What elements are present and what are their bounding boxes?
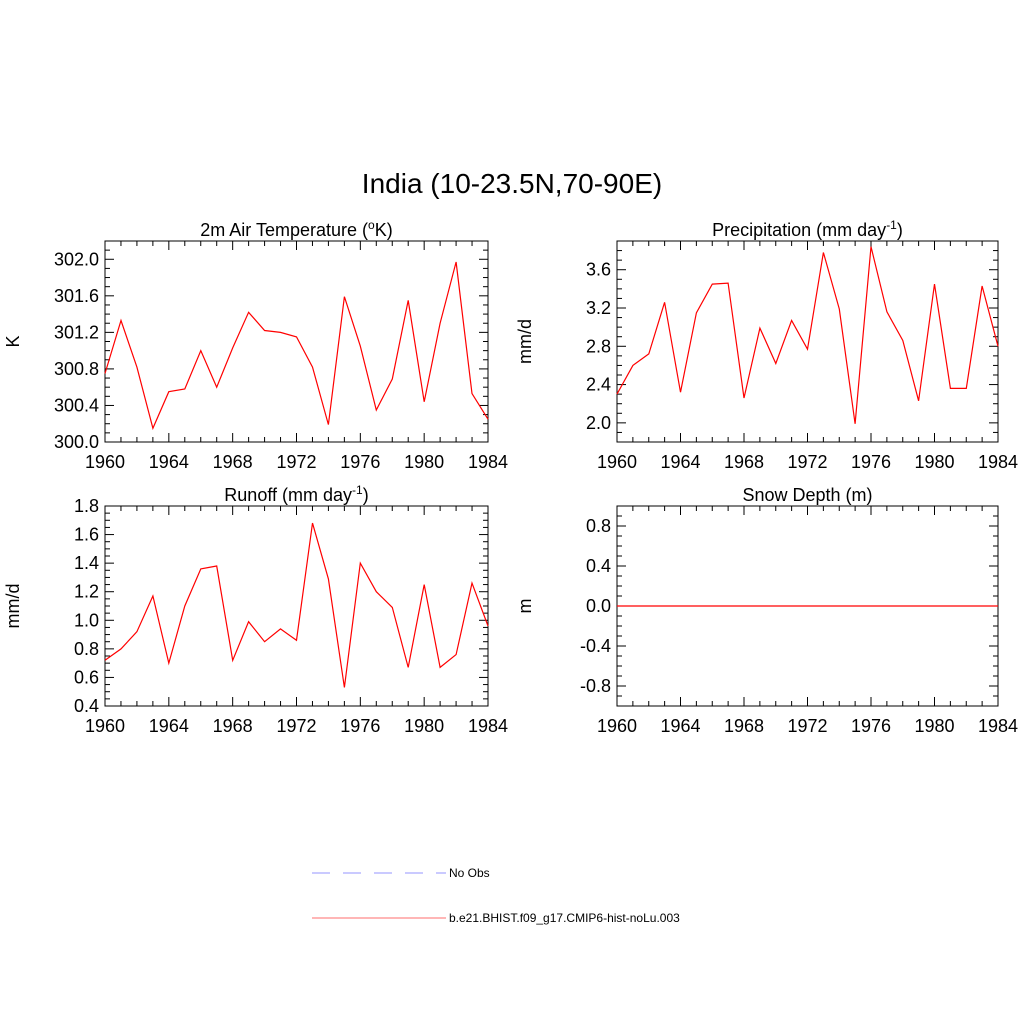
x-tick-label: 1984 [978,716,1018,736]
panel-title-superscript: -1 [352,483,363,497]
panel-title-superscript: o [368,218,375,232]
x-tick-label: 1964 [660,452,700,472]
chart-panel-2: Precipitation (mm day-1) mm/d 1960 1964 1968… [515,218,1018,472]
y-tick-label: 300.4 [54,395,99,415]
panel-title: Snow Depth (m) [742,485,872,505]
x-tick-label: 1960 [597,716,637,736]
x-tick-label: 1976 [340,452,380,472]
panel-title-superscript: -1 [886,218,897,232]
x-tick-label: 1984 [468,452,508,472]
panel-title: Runoff (mm day-1) [224,483,368,505]
legend-label: b.e21.BHIST.f09_g17.CMIP6-hist-noLu.003 [449,911,680,925]
x-tick-label: 1960 [85,452,125,472]
plot-frame [616,240,999,443]
x-tick-label: 1984 [978,452,1018,472]
panel-title-part: ) [363,485,369,505]
y-tick-label: -0.8 [580,676,611,696]
y-tick-label: 300.8 [54,359,99,379]
panel-title-part: ) [897,220,903,240]
panel-title-part: K) [375,220,393,240]
x-tick-label: 1968 [213,452,253,472]
x-tick-label: 1976 [851,452,891,472]
legend-label: No Obs [449,866,490,880]
y-tick-label: 300.0 [54,432,99,452]
y-tick-label: 2.8 [586,336,611,356]
series-line [616,246,999,424]
y-tick-label: 0.8 [586,516,611,536]
panel-title-part: 2m Air Temperature ( [200,220,368,240]
y-tick-label: 1.6 [74,525,99,545]
series-line [104,522,489,688]
plot-frame [104,240,489,443]
y-axis-label: mm/d [3,584,23,629]
x-tick-label: 1972 [787,716,827,736]
main-title: India (10-23.5N,70-90E) [361,168,663,199]
x-tick-label: 1972 [787,452,827,472]
x-tick-label: 1980 [404,716,444,736]
y-tick-label: 2.4 [586,375,611,395]
y-tick-label: 1.4 [74,553,99,573]
panel-title-part: Snow Depth (m) [742,485,872,505]
y-tick-label: 0.4 [74,696,99,716]
chart-panel-1: 2m Air Temperature (oK) K 1960 1964 1968 1972… [3,218,508,472]
x-tick-label: 1984 [468,716,508,736]
panel-title: Precipitation (mm day-1) [712,218,903,240]
x-tick-label: 1972 [276,452,316,472]
y-tick-label: 1.2 [74,582,99,602]
y-tick-label: 302.0 [54,249,99,269]
x-tick-label: 1968 [724,716,764,736]
y-tick-label: 301.6 [54,286,99,306]
y-tick-label: 0.6 [74,667,99,687]
series-line [104,261,489,431]
y-tick-label: 301.2 [54,322,99,342]
y-axis-label: mm/d [515,319,535,364]
x-tick-label: 1964 [660,716,700,736]
y-axis-label: m [515,599,535,614]
x-tick-label: 1960 [85,716,125,736]
x-tick-label: 1964 [149,452,189,472]
plot-frame [104,505,489,707]
y-tick-label: 0.0 [586,596,611,616]
y-tick-label: 3.2 [586,298,611,318]
x-tick-label: 1960 [597,452,637,472]
x-tick-label: 1976 [340,716,380,736]
y-axis-label: K [3,335,23,347]
y-tick-label: 1.8 [74,496,99,516]
x-tick-label: 1980 [914,716,954,736]
chart-panel-4: Snow Depth (m) m 1960 1964 1968 1972 1976 1980 1… [515,485,1018,736]
y-tick-label: 3.6 [586,260,611,280]
y-tick-label: 2.0 [586,413,611,433]
x-tick-label: 1968 [724,452,764,472]
y-tick-label: 1.0 [74,610,99,630]
panel-title-part: Runoff (mm day [224,485,352,505]
x-tick-label: 1976 [851,716,891,736]
x-tick-label: 1980 [914,452,954,472]
legend: No Obs b.e21.BHIST.f09_g17.CMIP6-hist-noL… [312,866,680,925]
panel-title-part: Precipitation (mm day [712,220,886,240]
x-tick-label: 1968 [213,716,253,736]
x-tick-label: 1972 [276,716,316,736]
chart-panel-3: Runoff (mm day-1) mm/d 1960 1964 1968 1972 197… [3,483,508,736]
panel-title: 2m Air Temperature (oK) [200,218,392,240]
y-tick-label: -0.4 [580,636,611,656]
x-tick-label: 1980 [404,452,444,472]
x-tick-label: 1964 [149,716,189,736]
y-tick-label: 0.4 [586,556,611,576]
y-tick-label: 0.8 [74,639,99,659]
